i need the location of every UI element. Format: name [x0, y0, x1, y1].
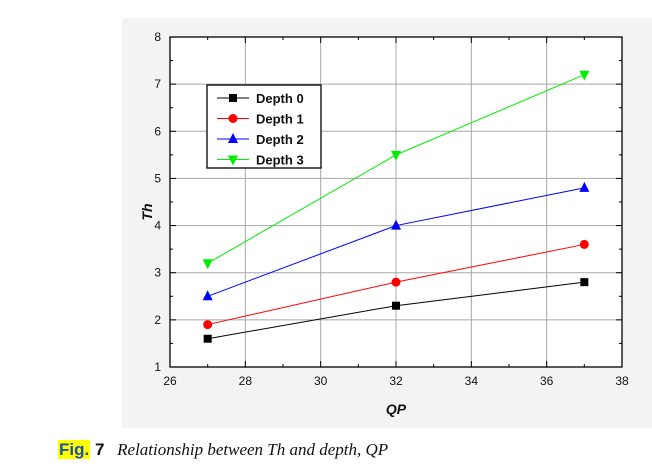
data-point-depth-2: [579, 181, 590, 192]
caption-label[interactable]: Fig.: [58, 440, 91, 459]
data-point-depth-0: [203, 334, 212, 343]
y-tick-label: 6: [154, 124, 161, 138]
y-tick-label: 3: [154, 266, 161, 280]
x-tick-label: 34: [465, 374, 479, 388]
caption-number: 7: [94, 440, 105, 459]
legend-marker-depth-1: [228, 114, 238, 123]
y-tick-label: 1: [154, 360, 161, 374]
x-tick-label: 26: [163, 374, 177, 388]
legend: Depth 0 Depth 1 Depth 2 Depth 3: [206, 84, 322, 169]
x-tick-label: 38: [615, 374, 629, 388]
legend-label-depth-2: Depth 2: [256, 132, 304, 147]
y-tick-label: 4: [154, 219, 161, 233]
data-point-depth-0: [392, 301, 400, 310]
y-tick-label: 2: [154, 313, 161, 327]
legend-marker-depth-2: [228, 133, 238, 143]
y-tick-label: 5: [154, 171, 161, 185]
y-tick-label: 7: [154, 77, 161, 91]
y-tick-label: 8: [154, 30, 161, 44]
y-axis-title: Th: [139, 203, 155, 220]
legend-label-depth-0: Depth 0: [256, 91, 304, 106]
legend-marker-depth-0: [229, 94, 237, 102]
x-axis-title: QP: [386, 401, 407, 417]
data-point-depth-2: [202, 290, 213, 301]
legend-marker-depth-3: [228, 155, 238, 166]
data-point-depth-3: [391, 150, 401, 161]
data-point-depth-0: [580, 278, 589, 287]
legend-label-depth-1: Depth 1: [256, 112, 304, 127]
data-point-depth-1: [203, 320, 213, 330]
series-group: [202, 70, 590, 343]
x-tick-label: 28: [239, 374, 253, 388]
legend-label-depth-3: Depth 3: [256, 153, 304, 168]
caption-text: Relationship between Th and depth, QP: [117, 440, 389, 459]
x-tick-label: 32: [389, 374, 403, 388]
data-point-depth-3: [579, 70, 590, 81]
data-point-depth-1: [579, 239, 589, 249]
data-point-depth-2: [391, 219, 401, 230]
data-point-depth-1: [391, 277, 401, 287]
legend-box: [206, 84, 322, 169]
data-point-depth-3: [202, 259, 213, 270]
x-tick-label: 36: [540, 374, 554, 388]
figure-caption: Fig. 7 Relationship between Th and depth…: [58, 440, 388, 460]
x-tick-label: 30: [314, 374, 328, 388]
